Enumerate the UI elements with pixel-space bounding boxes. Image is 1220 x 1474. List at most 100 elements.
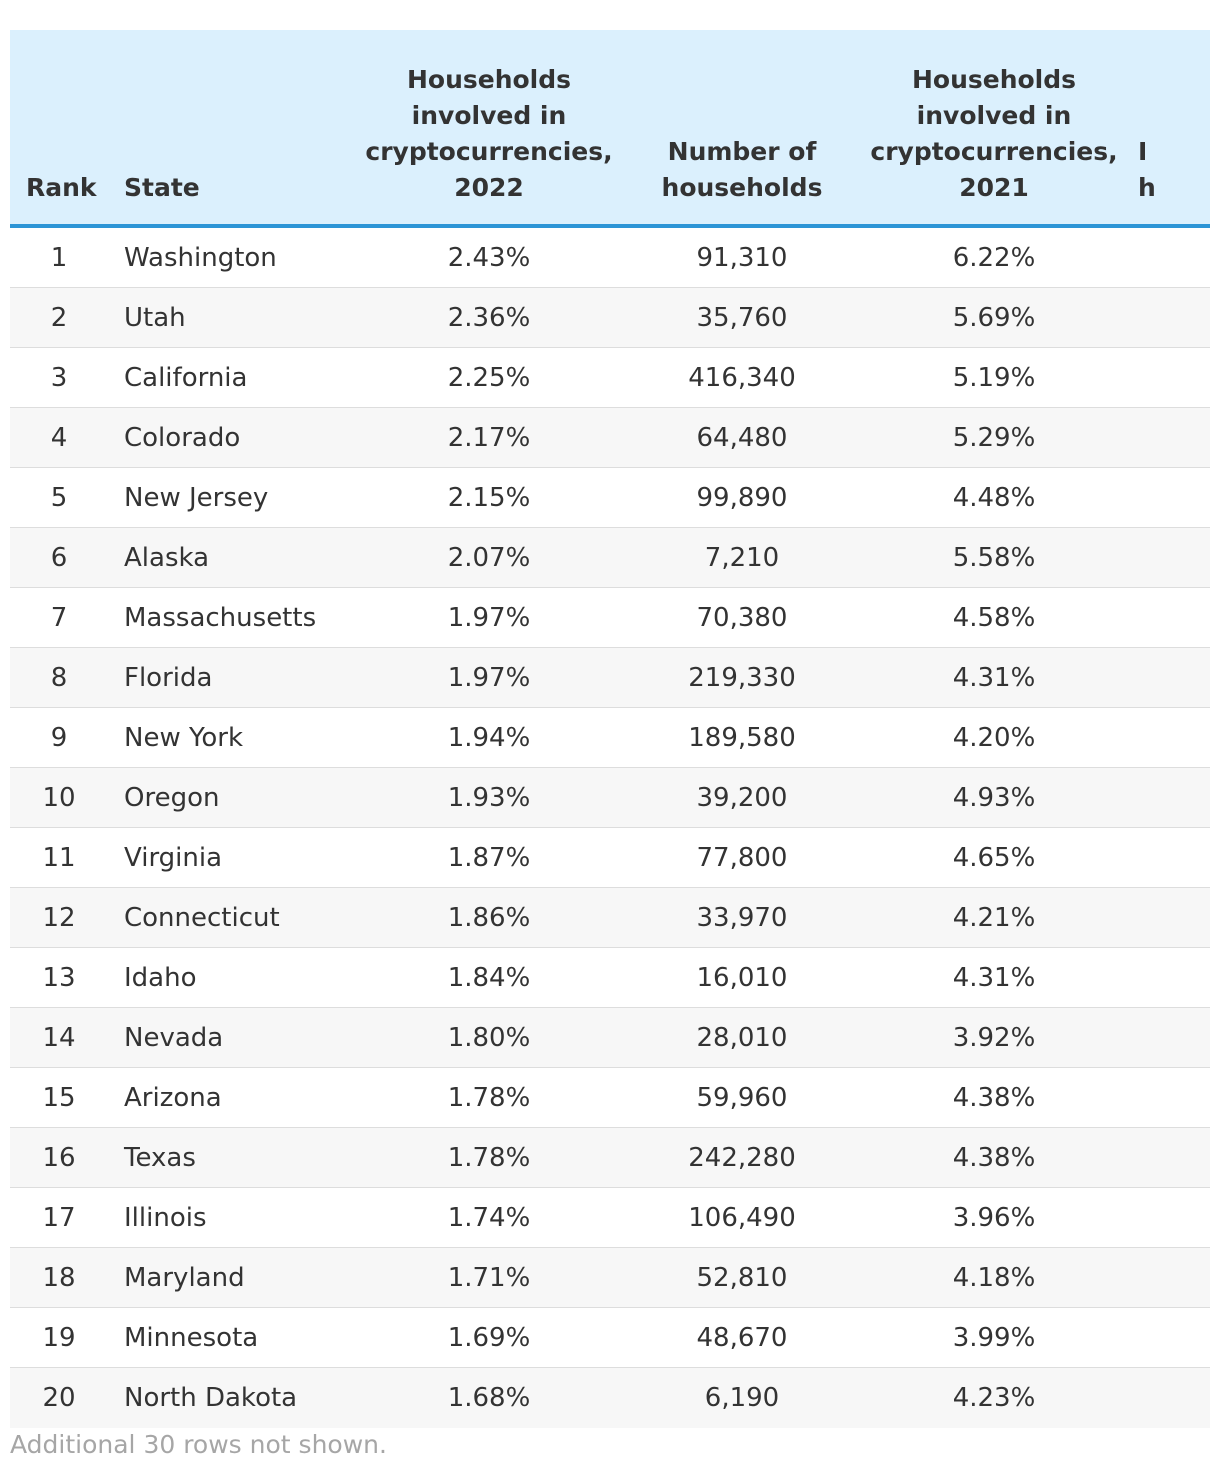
table-row: 4 Colorado 2.17% 64,480 5.29% (10, 407, 1210, 468)
households-2021-cell: 5.19% (868, 347, 1120, 408)
state-cell: Arizona (108, 1067, 362, 1128)
rank-cell: 13 (10, 947, 108, 1008)
table-body: 1 Washington 2.43% 91,310 6.22% 2 Utah 2.36% 35,… (10, 226, 1210, 1428)
state-cell: Washington (108, 226, 362, 288)
households-2021-cell: 6.22% (868, 226, 1120, 288)
rank-cell: 3 (10, 347, 108, 408)
truncated-cell (1120, 1067, 1210, 1128)
rank-cell: 9 (10, 707, 108, 768)
rank-cell: 8 (10, 647, 108, 708)
rank-cell: 17 (10, 1187, 108, 1248)
state-cell: Nevada (108, 1007, 362, 1068)
number-of-households-cell: 33,970 (616, 887, 868, 948)
households-2022-cell: 2.25% (362, 347, 616, 408)
table-row: 7 Massachusetts 1.97% 70,380 4.58% (10, 587, 1210, 648)
table-row: 18 Maryland 1.71% 52,810 4.18% (10, 1247, 1210, 1308)
number-of-households-cell: 52,810 (616, 1247, 868, 1308)
households-2022-cell: 1.84% (362, 947, 616, 1008)
table-row: 2 Utah 2.36% 35,760 5.69% (10, 287, 1210, 348)
households-2022-cell: 1.87% (362, 827, 616, 888)
households-2021-cell: 5.58% (868, 527, 1120, 588)
number-of-households-cell: 106,490 (616, 1187, 868, 1248)
number-of-households-cell: 16,010 (616, 947, 868, 1008)
households-2022-cell: 1.69% (362, 1307, 616, 1368)
rank-cell: 11 (10, 827, 108, 888)
households-2021-cell: 5.69% (868, 287, 1120, 348)
table-row: 13 Idaho 1.84% 16,010 4.31% (10, 947, 1210, 1008)
table-row: 12 Connecticut 1.86% 33,970 4.21% (10, 887, 1210, 948)
number-of-households-cell: 6,190 (616, 1367, 868, 1428)
rank-cell: 1 (10, 226, 108, 288)
column-header-households-2021[interactable]: Households involved in cryptocurrencies,… (868, 30, 1120, 228)
rank-cell: 5 (10, 467, 108, 528)
table-row: 9 New York 1.94% 189,580 4.20% (10, 707, 1210, 768)
rank-cell: 15 (10, 1067, 108, 1128)
state-cell: Utah (108, 287, 362, 348)
state-cell: Connecticut (108, 887, 362, 948)
rank-cell: 2 (10, 287, 108, 348)
truncated-cell (1120, 587, 1210, 648)
table-row: 10 Oregon 1.93% 39,200 4.93% (10, 767, 1210, 828)
households-2022-cell: 2.43% (362, 226, 616, 288)
number-of-households-cell: 59,960 (616, 1067, 868, 1128)
truncated-cell (1120, 1307, 1210, 1368)
truncated-cell (1120, 947, 1210, 1008)
number-of-households-cell: 99,890 (616, 467, 868, 528)
state-cell: Virginia (108, 827, 362, 888)
households-2022-cell: 1.97% (362, 587, 616, 648)
table-row: 6 Alaska 2.07% 7,210 5.58% (10, 527, 1210, 588)
households-2021-cell: 3.92% (868, 1007, 1120, 1068)
households-2021-cell: 4.18% (868, 1247, 1120, 1308)
households-2021-cell: 4.38% (868, 1067, 1120, 1128)
households-2021-cell: 4.58% (868, 587, 1120, 648)
table-row: 3 California 2.25% 416,340 5.19% (10, 347, 1210, 408)
data-table-container: Rank State Households involved in crypto… (10, 30, 1210, 1428)
truncated-cell (1120, 1367, 1210, 1428)
state-cell: Alaska (108, 527, 362, 588)
table-row: 14 Nevada 1.80% 28,010 3.92% (10, 1007, 1210, 1068)
state-cell: Minnesota (108, 1307, 362, 1368)
number-of-households-cell: 48,670 (616, 1307, 868, 1368)
truncated-cell (1120, 767, 1210, 828)
number-of-households-cell: 64,480 (616, 407, 868, 468)
rank-cell: 20 (10, 1367, 108, 1428)
truncated-cell (1120, 467, 1210, 528)
table-row: 16 Texas 1.78% 242,280 4.38% (10, 1127, 1210, 1188)
number-of-households-cell: 91,310 (616, 226, 868, 288)
rank-cell: 4 (10, 407, 108, 468)
truncated-cell (1120, 1247, 1210, 1308)
table-row: 11 Virginia 1.87% 77,800 4.65% (10, 827, 1210, 888)
column-header-rank[interactable]: Rank (10, 30, 108, 228)
table-header: Rank State Households involved in crypto… (10, 30, 1210, 228)
table-row: 15 Arizona 1.78% 59,960 4.38% (10, 1067, 1210, 1128)
column-header-truncated[interactable]: I h (1120, 30, 1210, 228)
households-2022-cell: 1.78% (362, 1127, 616, 1188)
number-of-households-cell: 28,010 (616, 1007, 868, 1068)
rank-cell: 10 (10, 767, 108, 828)
truncated-cell (1120, 1007, 1210, 1068)
crypto-households-table: Rank State Households involved in crypto… (10, 30, 1210, 1428)
number-of-households-cell: 77,800 (616, 827, 868, 888)
households-2022-cell: 2.17% (362, 407, 616, 468)
households-2021-cell: 3.99% (868, 1307, 1120, 1368)
households-2022-cell: 1.80% (362, 1007, 616, 1068)
number-of-households-cell: 70,380 (616, 587, 868, 648)
truncated-cell (1120, 1187, 1210, 1248)
table-row: 5 New Jersey 2.15% 99,890 4.48% (10, 467, 1210, 528)
state-cell: Florida (108, 647, 362, 708)
rank-cell: 16 (10, 1127, 108, 1188)
state-cell: California (108, 347, 362, 408)
households-2022-cell: 1.68% (362, 1367, 616, 1428)
column-header-state[interactable]: State (108, 30, 362, 228)
truncated-cell (1120, 827, 1210, 888)
truncated-cell (1120, 347, 1210, 408)
column-header-number-of-households[interactable]: Number of households (616, 30, 868, 228)
households-2022-cell: 1.93% (362, 767, 616, 828)
column-header-households-2022[interactable]: Households involved in cryptocurrencies,… (362, 30, 616, 228)
households-2022-cell: 1.94% (362, 707, 616, 768)
rank-cell: 12 (10, 887, 108, 948)
households-2022-cell: 1.97% (362, 647, 616, 708)
households-2021-cell: 3.96% (868, 1187, 1120, 1248)
state-cell: Maryland (108, 1247, 362, 1308)
rank-cell: 18 (10, 1247, 108, 1308)
